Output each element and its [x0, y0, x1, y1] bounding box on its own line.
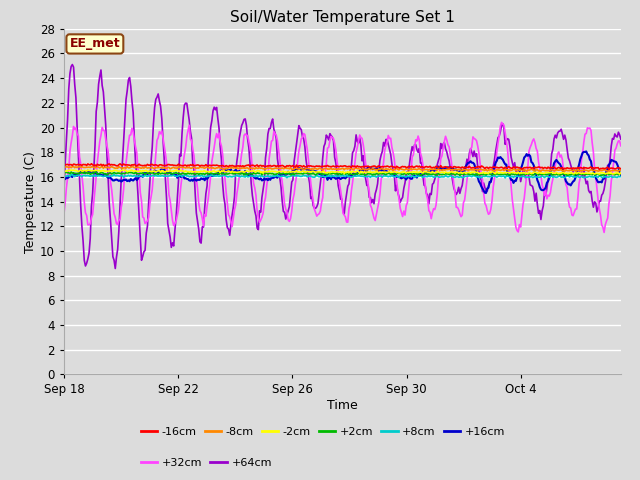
Title: Soil/Water Temperature Set 1: Soil/Water Temperature Set 1: [230, 10, 455, 25]
X-axis label: Time: Time: [327, 399, 358, 412]
Y-axis label: Temperature (C): Temperature (C): [24, 151, 37, 252]
Legend: +32cm, +64cm: +32cm, +64cm: [136, 454, 276, 472]
Text: EE_met: EE_met: [70, 37, 120, 50]
